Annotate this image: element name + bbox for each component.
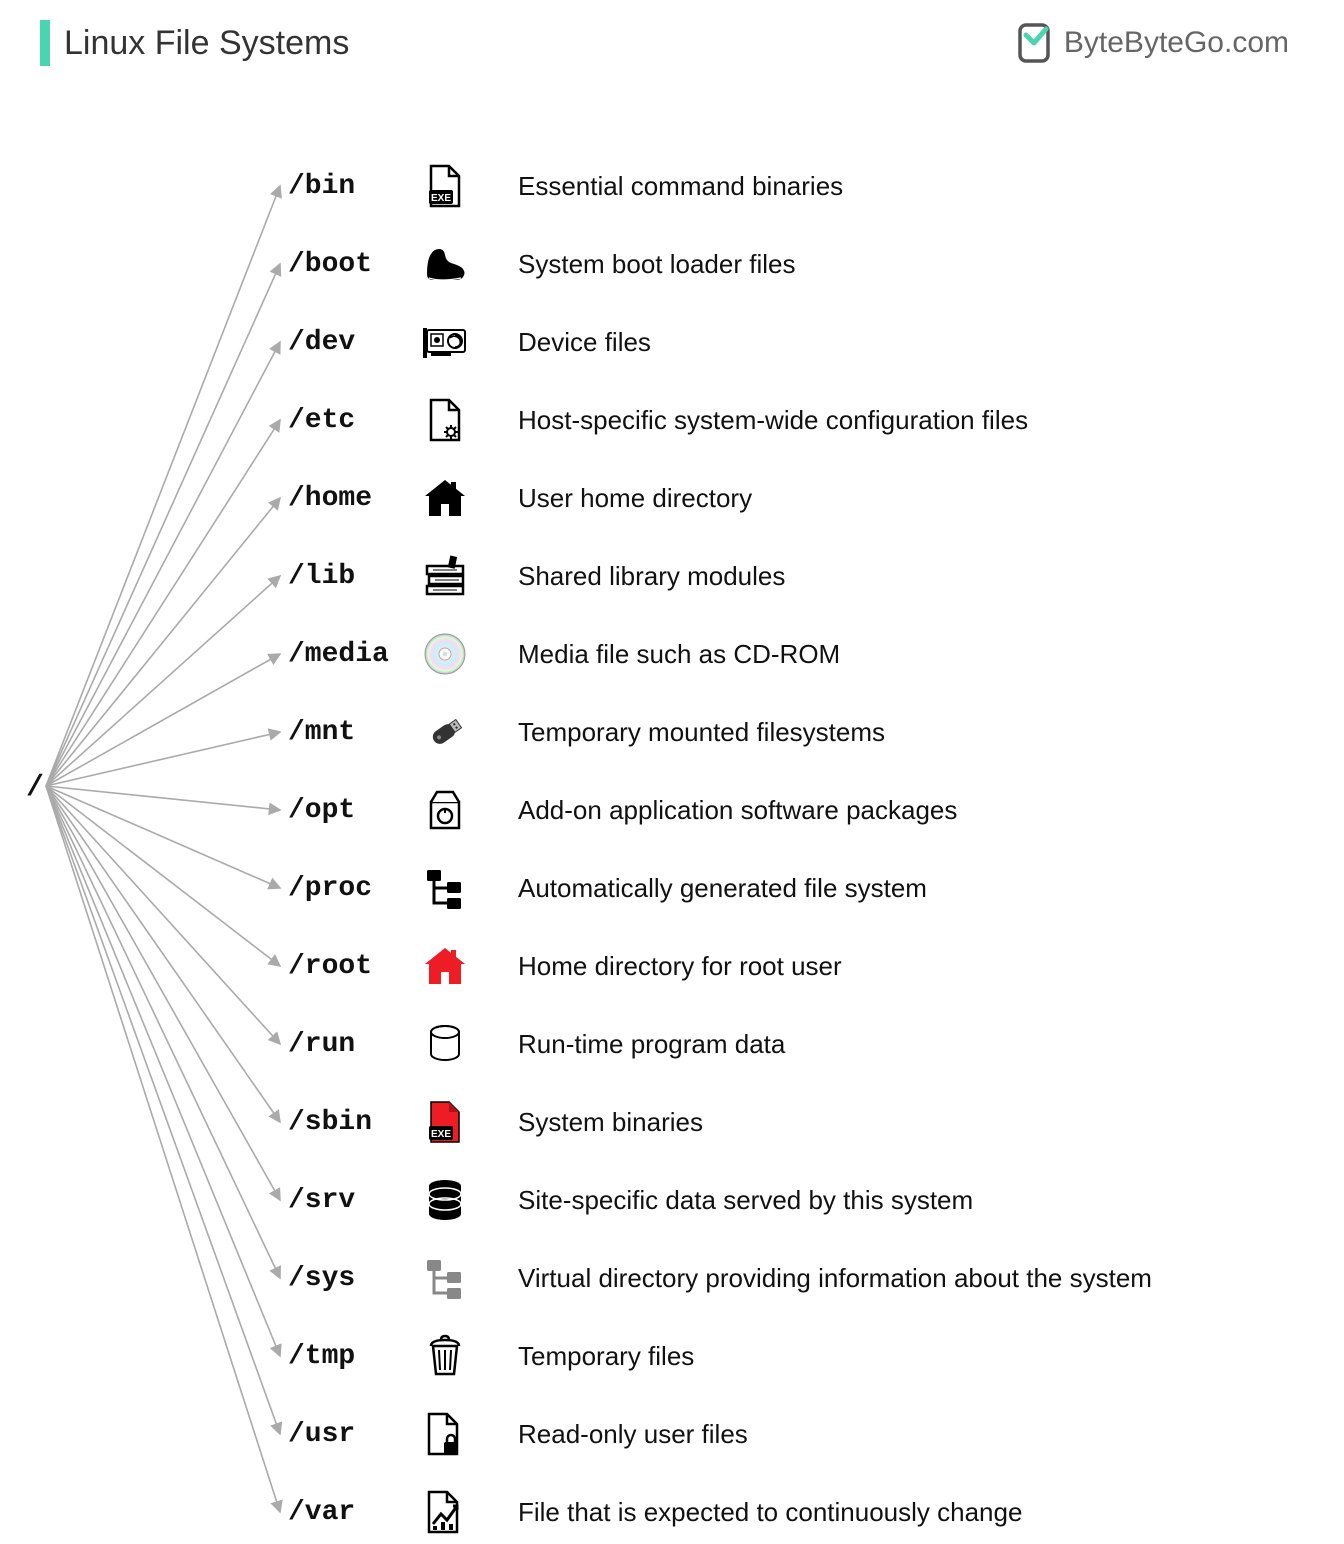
dir-desc: Automatically generated file system [518,873,927,904]
tree-gray-icon [408,1254,482,1302]
dir-row-opt: /opt Add-on application software package… [288,778,957,842]
dir-name: /root [288,951,408,982]
dir-desc: Temporary files [518,1341,694,1372]
dir-desc: Virtual directory providing information … [518,1263,1152,1294]
dir-row-bin: /bin EXE Essential command binaries [288,154,843,218]
dir-name: /sbin [288,1107,408,1138]
dir-row-var: /var File that is expected to continuous… [288,1480,1022,1544]
diagram: / /bin EXE Essential command binaries/bo… [0,86,1344,1526]
file-lock-icon [408,1410,482,1458]
dir-name: /var [288,1497,408,1528]
root-label: / [26,771,44,805]
dir-row-sbin: /sbin EXE System binaries [288,1090,703,1154]
dir-desc: System boot loader files [518,249,795,280]
cd-icon [408,630,482,678]
home-black-icon [408,474,482,522]
dir-name: /boot [288,249,408,280]
usb-icon [408,708,482,756]
dir-desc: Read-only user files [518,1419,748,1450]
brand: ByteByteGo.com [1018,23,1289,63]
dir-name: /srv [288,1185,408,1216]
dir-name: /dev [288,327,408,358]
dir-name: /mnt [288,717,408,748]
dir-name: /bin [288,171,408,202]
dir-desc: Site-specific data served by this system [518,1185,973,1216]
accent-bar [40,20,50,66]
dir-row-mnt: /mnt Temporary mounted filesystems [288,700,885,764]
header: Linux File Systems ByteByteGo.com [0,0,1344,86]
dir-desc: Add-on application software packages [518,795,957,826]
title-wrap: Linux File Systems [40,20,349,66]
dir-row-root: /root Home directory for root user [288,934,842,998]
dir-desc: Run-time program data [518,1029,785,1060]
package-box-icon [408,786,482,834]
dir-name: /tmp [288,1341,408,1372]
books-icon [408,552,482,600]
dir-row-etc: /etc Host-specific system-wide configura… [288,388,1028,452]
dir-desc: Home directory for root user [518,951,842,982]
dir-row-media: /media Media file such as CD-ROM [288,622,840,686]
trash-icon [408,1332,482,1380]
dir-name: /media [288,639,408,670]
dir-desc: Host-specific system-wide configuration … [518,405,1028,436]
dir-row-run: /run Run-time program data [288,1012,785,1076]
config-file-icon [408,396,482,444]
dir-name: /proc [288,873,408,904]
dir-desc: File that is expected to continuously ch… [518,1497,1022,1528]
page-title: Linux File Systems [64,24,349,63]
dir-name: /usr [288,1419,408,1450]
svg-text:EXE: EXE [431,193,451,204]
dir-row-boot: /boot System boot loader files [288,232,795,296]
dir-row-srv: /srv Site-specific data served by this s… [288,1168,973,1232]
boot-icon [408,240,482,288]
brand-text: ByteByteGo.com [1064,26,1289,60]
dir-row-proc: /proc Automatically generated file syste… [288,856,927,920]
dir-name: /home [288,483,408,514]
dir-row-tmp: /tmp Temporary files [288,1324,694,1388]
tree-black-icon [408,864,482,912]
dir-row-home: /home User home directory [288,466,752,530]
home-red-icon [408,942,482,990]
db-stack-icon [408,1176,482,1224]
file-chart-icon [408,1488,482,1536]
svg-text:EXE: EXE [431,1129,451,1140]
exe-file-icon: EXE [408,162,482,210]
dir-row-usr: /usr Read-only user files [288,1402,748,1466]
dir-name: /run [288,1029,408,1060]
dir-desc: Media file such as CD-ROM [518,639,840,670]
dir-desc: Shared library modules [518,561,785,592]
cylinder-icon [408,1020,482,1068]
dir-row-dev: /dev Device files [288,310,651,374]
exe-file-red-icon: EXE [408,1098,482,1146]
dir-row-lib: /lib Shared library modules [288,544,785,608]
dir-desc: Temporary mounted filesystems [518,717,885,748]
dir-row-sys: /sys Virtual directory providing informa… [288,1246,1152,1310]
gpu-card-icon [408,318,482,366]
dir-desc: Essential command binaries [518,171,843,202]
brand-logo-icon [1018,23,1054,63]
dir-desc: User home directory [518,483,752,514]
dir-name: /sys [288,1263,408,1294]
dir-name: /etc [288,405,408,436]
dir-name: /lib [288,561,408,592]
dir-desc: Device files [518,327,651,358]
dir-desc: System binaries [518,1107,703,1138]
dir-name: /opt [288,795,408,826]
